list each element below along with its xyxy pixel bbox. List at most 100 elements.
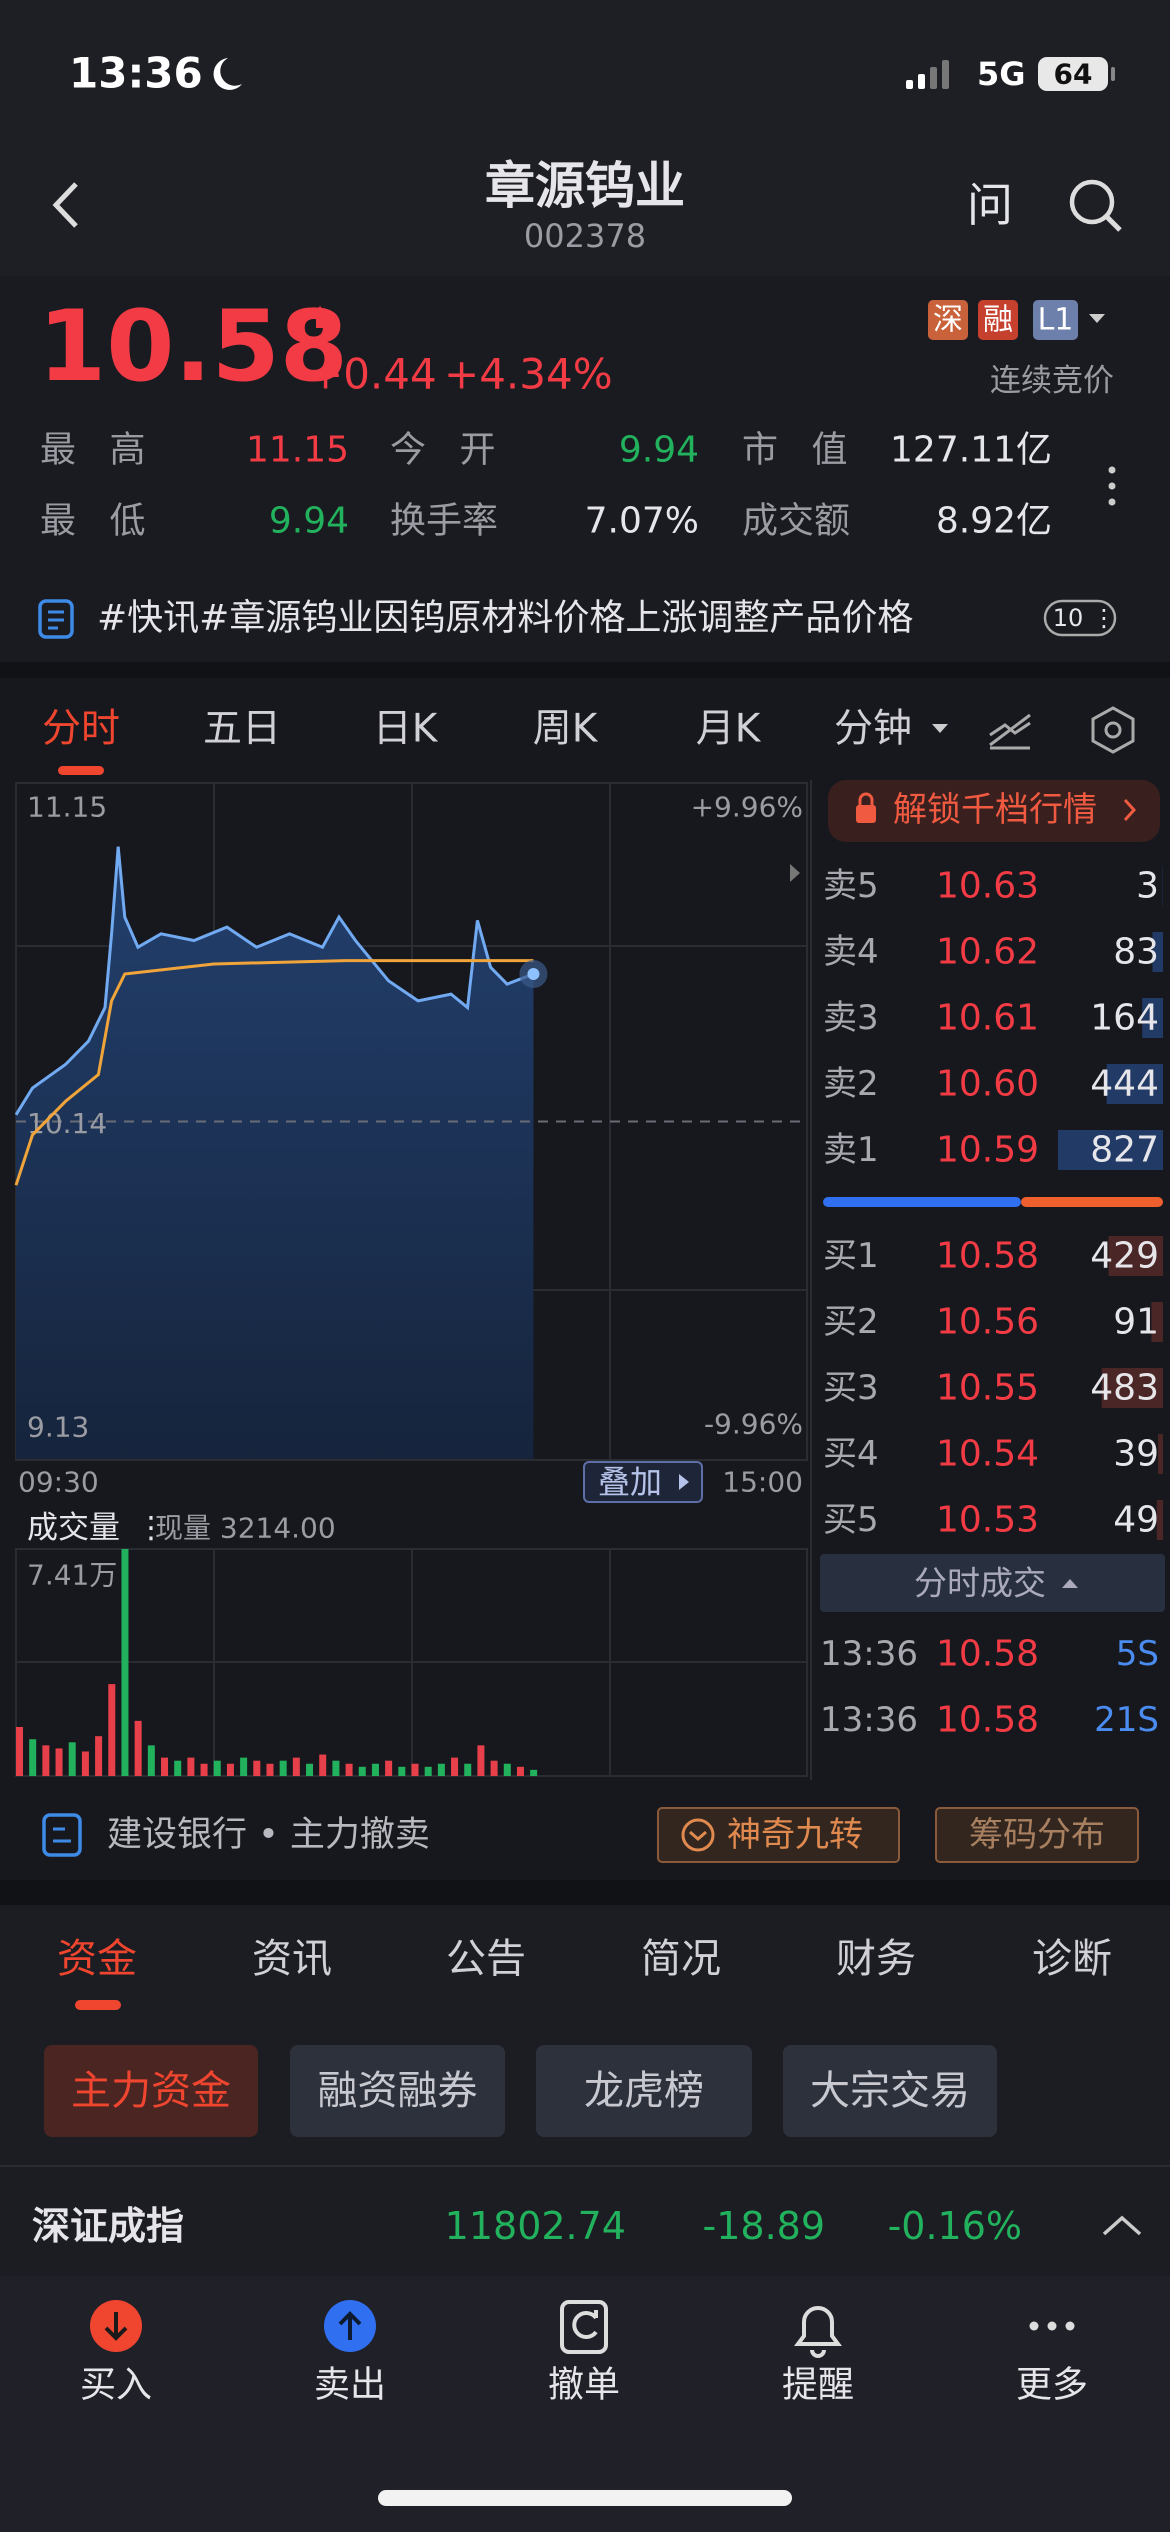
section-tab[interactable]: 财务 — [836, 1936, 916, 1982]
unlock-chevron — [1123, 798, 1137, 822]
book-level: 买3 — [823, 1368, 879, 1408]
nine-turn-icon — [681, 1818, 715, 1852]
cancel-icon[interactable] — [560, 2300, 608, 2354]
remind-icon[interactable] — [794, 2306, 842, 2358]
dropdown[interactable] — [1089, 314, 1105, 323]
volume-bar — [42, 1745, 50, 1776]
trade-volume: 21S — [1094, 1700, 1159, 1740]
more-icon[interactable] — [1029, 2321, 1075, 2331]
volume-bar — [332, 1760, 340, 1776]
price-change: +0.44 — [308, 350, 437, 399]
overlay-button[interactable] — [583, 1461, 703, 1503]
news-icon — [38, 599, 74, 639]
more-dots[interactable] — [1108, 466, 1116, 506]
stat-value: 11.15 — [246, 430, 349, 471]
volume-bar — [29, 1739, 37, 1776]
y-tick-label: 11.15 — [27, 791, 107, 824]
nav-label[interactable]: 买入 — [80, 2365, 152, 2406]
unlock-button[interactable] — [828, 780, 1160, 842]
status-time: 13:36 — [69, 49, 203, 98]
book-level: 买2 — [823, 1302, 879, 1342]
search-button[interactable] — [1069, 179, 1115, 225]
price-change-pct: +4.34% — [444, 350, 613, 399]
book-price: 10.58 — [936, 1236, 1039, 1277]
news-count-badge[interactable] — [1043, 599, 1117, 637]
sub-tab-bg[interactable] — [536, 2045, 752, 2137]
index-change: -18.89 — [703, 2204, 826, 2248]
qty-bar — [1156, 1500, 1163, 1540]
nav-label[interactable]: 更多 — [1016, 2365, 1088, 2406]
volume-bar — [121, 1549, 129, 1776]
battery-tip — [1111, 67, 1115, 81]
status-battery: 64 — [1054, 58, 1093, 91]
volume-bar — [55, 1748, 63, 1776]
footer-alert[interactable]: 建设银行 • 主力撤卖 — [107, 1815, 430, 1855]
nine-turn-button[interactable] — [657, 1807, 900, 1863]
book-level: 卖4 — [823, 932, 879, 972]
book-level: 卖1 — [823, 1130, 879, 1170]
badge: L1 — [1038, 303, 1074, 338]
news-count-dots: ⋮ — [1092, 604, 1116, 632]
volume-bar — [424, 1766, 432, 1776]
chart-tab[interactable]: 月K — [696, 707, 762, 752]
back-button[interactable] — [52, 182, 78, 228]
book-price: 10.56 — [936, 1302, 1039, 1343]
section-tab[interactable]: 资金 — [57, 1936, 137, 1982]
nav-label[interactable]: 提醒 — [782, 2365, 854, 2406]
book-price: 10.60 — [936, 1064, 1039, 1105]
sub-tab-bg[interactable] — [290, 2045, 505, 2137]
qty-bar — [1108, 1236, 1163, 1276]
chart-tab[interactable]: 日K — [373, 707, 439, 752]
expand-arrow[interactable] — [790, 864, 800, 882]
overlay-label[interactable]: 叠加 — [598, 1463, 662, 1501]
qty-bar — [1158, 1434, 1163, 1474]
x-tick-label: 09:30 — [18, 1466, 99, 1499]
nine-turn-label[interactable]: 神奇九转 — [727, 1815, 863, 1855]
quote-bg — [0, 276, 1170, 662]
index-pct: -0.16% — [888, 2204, 1022, 2248]
book-level: 卖5 — [823, 866, 879, 906]
section-tab[interactable]: 资讯 — [252, 1936, 332, 1982]
chip-button[interactable] — [935, 1807, 1139, 1863]
chart-tab[interactable]: 五日 — [203, 707, 281, 752]
ask-button[interactable]: 问 — [967, 178, 1013, 232]
sub-tab-bg[interactable] — [44, 2045, 258, 2137]
book-level: 卖2 — [823, 1064, 879, 1104]
unlock-label[interactable]: 解锁千档行情 — [893, 790, 1097, 830]
volume-bar — [16, 1726, 23, 1776]
trades-header-bg[interactable] — [820, 1554, 1165, 1612]
sub-tab[interactable]: 龙虎榜 — [584, 2068, 704, 2114]
book-price: 10.59 — [936, 1130, 1039, 1171]
section-tab[interactable]: 简况 — [641, 1936, 721, 1982]
volume-bar — [516, 1766, 524, 1776]
alert-icon — [42, 1813, 82, 1857]
stock-code: 002378 — [524, 217, 646, 255]
volume-bar — [134, 1720, 142, 1776]
header-bg — [0, 0, 1170, 276]
news-headline[interactable]: #快讯#章源钨业因钨原材料价格上涨调整产品价格 — [97, 598, 913, 639]
trade-time: 13:36 — [820, 1700, 918, 1740]
chart-tab[interactable]: 分时 — [42, 707, 120, 752]
news-count: 10 — [1053, 604, 1084, 632]
section-tab[interactable]: 公告 — [446, 1936, 526, 1982]
chip-label[interactable]: 筹码分布 — [969, 1815, 1105, 1855]
sub-tab[interactable]: 融资融券 — [318, 2068, 478, 2114]
chart-tab[interactable]: 分钟 — [834, 707, 912, 752]
nav-label[interactable]: 撤单 — [548, 2365, 620, 2406]
collapse-chevron[interactable] — [1102, 2215, 1142, 2236]
chart-tab[interactable]: 周K — [533, 707, 599, 752]
volume-bar — [530, 1769, 538, 1776]
y-tick-label: 7.41万 — [27, 1559, 117, 1592]
settings-icon[interactable] — [1091, 706, 1135, 754]
sub-tab-bg[interactable] — [783, 2045, 997, 2137]
sub-tab[interactable]: 大宗交易 — [810, 2068, 970, 2114]
section-tab[interactable]: 诊断 — [1032, 1936, 1112, 1982]
volume-bar — [240, 1757, 248, 1776]
trades-title[interactable]: 分时成交 — [914, 1564, 1046, 1603]
draw-icon[interactable] — [989, 713, 1031, 750]
nav-label[interactable]: 卖出 — [314, 2365, 386, 2406]
sub-tab[interactable]: 主力资金 — [71, 2068, 231, 2114]
volume-bar — [187, 1757, 195, 1776]
